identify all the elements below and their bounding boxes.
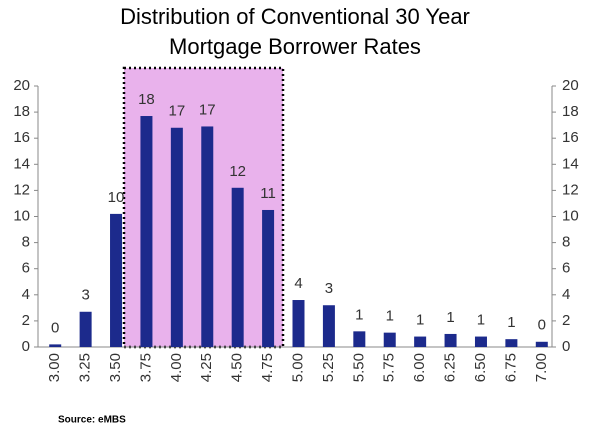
bar	[292, 300, 305, 347]
bar	[79, 311, 92, 347]
bar	[140, 116, 153, 347]
bar	[322, 305, 335, 347]
y2-tick-label: 14	[562, 155, 579, 172]
y2-tick-label: 0	[562, 338, 570, 355]
x-tick-label: 6.25	[442, 353, 459, 382]
x-tick-label: 3.50	[107, 353, 124, 382]
bar	[201, 126, 214, 347]
y2-tick-label: 2	[562, 312, 570, 329]
x-tick-label: 5.75	[381, 353, 398, 382]
y-tick-label: 6	[22, 260, 30, 277]
value-label: 1	[477, 312, 485, 329]
value-label: 1	[446, 309, 454, 326]
source-note: Source: eMBS	[58, 415, 126, 426]
bar	[414, 336, 427, 347]
bar	[110, 213, 123, 347]
value-label: 12	[229, 163, 246, 180]
value-label: 10	[108, 189, 125, 206]
y2-tick-label: 18	[562, 103, 579, 120]
bar	[353, 331, 366, 347]
x-tick-label: 3.00	[46, 353, 63, 382]
y2-tick-label: 6	[562, 260, 570, 277]
value-label: 0	[538, 317, 546, 334]
bar	[535, 341, 548, 347]
value-label: 4	[294, 275, 302, 292]
x-tick-label: 4.00	[168, 353, 185, 382]
x-tick-label: 5.00	[289, 353, 306, 382]
y2-tick-label: 16	[562, 129, 579, 146]
y2-tick-label: 10	[562, 207, 579, 224]
y-tick-label: 10	[13, 207, 30, 224]
y-tick-label: 4	[22, 286, 30, 303]
bar	[444, 333, 457, 347]
y2-tick-label: 20	[562, 77, 579, 94]
x-tick-label: 4.50	[229, 353, 246, 382]
bar	[49, 344, 62, 347]
y-tick-label: 14	[13, 155, 30, 172]
x-tick-label: 6.00	[411, 353, 428, 382]
bar	[170, 127, 183, 347]
bar	[231, 187, 244, 347]
x-tick-label: 4.75	[259, 353, 276, 382]
x-tick-label: 4.25	[198, 353, 215, 382]
value-label: 1	[355, 306, 363, 323]
x-tick-label: 5.50	[350, 353, 367, 382]
x-tick-label: 6.75	[502, 353, 519, 382]
y-tick-label: 0	[22, 338, 30, 355]
y-tick-label: 20	[13, 77, 30, 94]
x-tick-label: 3.75	[137, 353, 154, 382]
y-tick-label: 2	[22, 312, 30, 329]
value-label: 17	[199, 101, 216, 118]
bar	[383, 332, 396, 347]
y-tick-label: 8	[22, 234, 30, 251]
x-tick-label: 3.25	[77, 353, 94, 382]
x-tick-label: 5.25	[320, 353, 337, 382]
y-tick-label: 12	[13, 181, 30, 198]
bar	[505, 339, 518, 347]
y2-tick-label: 12	[562, 181, 579, 198]
value-label: 11	[260, 185, 276, 202]
chart-title: Distribution of Conventional 30 Year Mor…	[120, 4, 470, 59]
x-tick-label: 6.50	[472, 353, 489, 382]
bar	[474, 336, 487, 347]
value-label: 1	[507, 314, 515, 331]
y2-tick-label: 4	[562, 286, 570, 303]
value-label: 1	[416, 312, 424, 329]
value-label: 17	[169, 103, 186, 120]
value-label: 0	[51, 319, 59, 336]
value-label: 3	[81, 287, 89, 304]
value-label: 1	[386, 308, 394, 325]
y2-tick-label: 8	[562, 234, 570, 251]
y-tick-label: 16	[13, 129, 30, 146]
x-tick-label: 7.00	[533, 353, 550, 382]
value-label: 18	[138, 91, 155, 108]
value-label: 3	[325, 280, 333, 297]
y-tick-label: 18	[13, 103, 30, 120]
bar	[262, 209, 275, 347]
